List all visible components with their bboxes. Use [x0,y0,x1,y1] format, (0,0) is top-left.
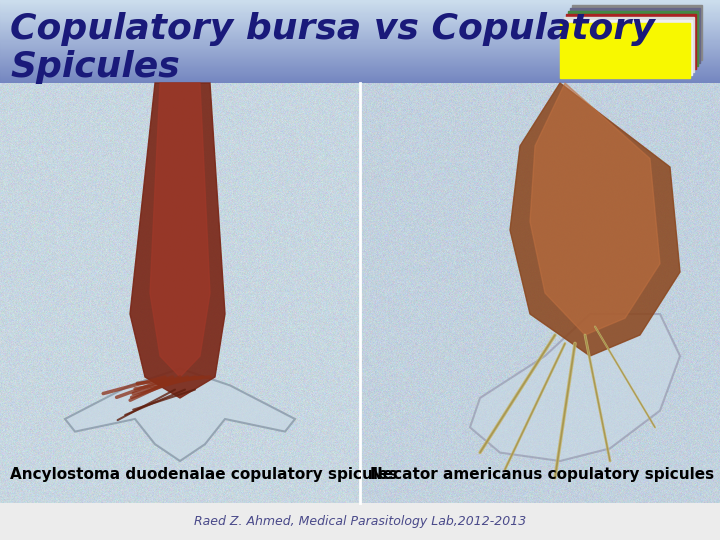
Bar [0,12,720,14]
Bar [0,17,720,19]
Bar [0,48,720,50]
Bar [0,24,720,26]
Bar [0,14,720,16]
Bar [0,51,720,53]
Bar [0,43,720,45]
Polygon shape [65,369,295,461]
Bar [0,79,720,81]
Bar [0,68,720,70]
Bar [0,55,720,56]
Bar [0,40,720,42]
Bar [0,62,720,63]
Bar [0,22,720,24]
Bar [0,37,720,38]
Bar [562,20,692,75]
Bar [0,15,720,17]
Bar [0,60,720,62]
Bar [0,78,720,80]
Bar [564,17,694,72]
Text: Raed Z. Ahmed, Medical Parasitology Lab,2012-2013: Raed Z. Ahmed, Medical Parasitology Lab,… [194,515,526,528]
Bar [0,19,720,21]
Bar [0,73,720,75]
Bar [0,76,720,78]
Bar [0,6,720,7]
Bar [0,59,720,60]
Bar [0,35,720,36]
Bar [0,10,720,11]
Bar [0,58,720,59]
Bar [0,32,720,33]
Bar [0,13,720,15]
Bar [0,26,720,28]
Bar [0,39,720,40]
Text: Necator americanus copulatory spicules: Necator americanus copulatory spicules [370,468,714,483]
Polygon shape [530,83,660,335]
Bar [0,38,720,39]
Bar [0,44,720,46]
Bar [0,33,720,34]
Bar [0,16,720,18]
Bar [0,42,720,44]
Bar [0,70,720,72]
Bar [0,30,720,31]
Bar [0,7,720,8]
Bar [0,20,720,22]
Bar [570,8,700,63]
Bar [0,67,720,69]
Bar [0,9,720,10]
Bar [0,41,720,43]
Bar [0,71,720,72]
Bar [0,53,720,55]
Bar [568,11,698,66]
Bar [0,77,720,79]
Text: Spicules: Spicules [10,50,180,84]
Bar [0,57,720,58]
Bar [0,56,720,57]
Bar [0,80,720,82]
Bar [0,11,720,12]
Bar [0,47,720,49]
Bar [0,52,720,54]
Bar [560,23,690,78]
Polygon shape [470,314,680,461]
Bar [0,69,720,71]
Bar [0,36,720,37]
Bar [0,8,720,9]
Bar [0,65,720,66]
Bar [572,5,702,60]
Bar [0,66,720,68]
Bar [0,72,720,73]
Bar [0,82,720,83]
Bar [0,63,720,64]
Bar [0,4,720,5]
Bar [0,45,720,46]
Bar [566,14,696,69]
Bar [0,33,720,35]
Polygon shape [150,83,210,377]
Bar [0,46,720,48]
Bar [0,25,720,27]
Bar [0,1,720,2]
Bar [0,3,720,4]
Bar [0,2,720,3]
Bar [0,50,720,52]
Text: Ancylostoma duodenalae copulatory spicules: Ancylostoma duodenalae copulatory spicul… [10,468,397,483]
Text: Copulatory bursa vs Copulatory: Copulatory bursa vs Copulatory [10,12,654,46]
Bar [0,28,720,29]
Bar [0,29,720,30]
Bar [0,60,720,61]
Bar [0,64,720,65]
Bar [0,49,720,51]
Bar [0,21,720,23]
Bar [0,503,720,540]
Bar [0,75,720,77]
Bar [0,18,720,20]
Bar [0,0,720,1]
Bar [0,5,720,6]
Polygon shape [510,83,680,356]
Bar [0,74,720,76]
Bar [0,23,720,25]
Bar [0,31,720,32]
Polygon shape [130,83,225,398]
